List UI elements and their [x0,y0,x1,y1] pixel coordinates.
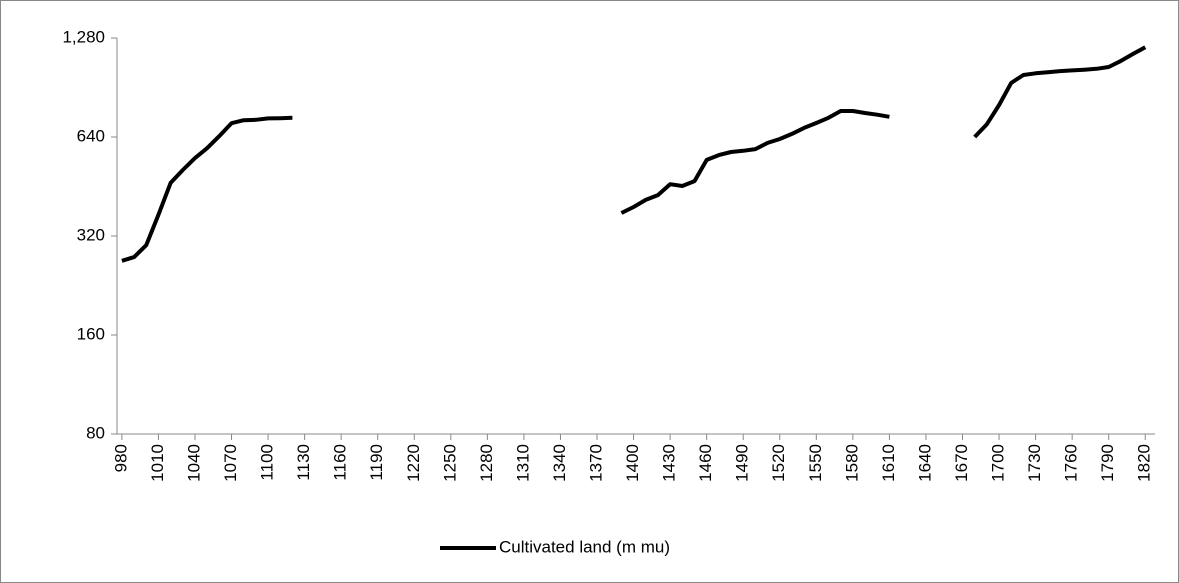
x-tick-label: 1610 [879,444,898,482]
x-tick-label: 1790 [1098,444,1117,482]
y-tick-label: 80 [86,423,105,442]
x-tick-label: 1640 [915,444,934,482]
x-tick-label: 1490 [733,444,752,482]
x-tick-label: 1130 [294,444,313,481]
x-tick-label: 1250 [440,444,459,482]
x-tick-label: 1190 [367,444,386,481]
x-tick-label: 980 [111,444,130,472]
x-tick-label: 1160 [331,444,350,481]
x-tick-label: 1070 [221,444,240,482]
y-tick-label: 160 [77,324,105,343]
x-tick-label: 1370 [586,444,605,482]
x-tick-label: 1580 [842,444,861,482]
x-tick-label: 1040 [184,444,203,482]
x-tick-label: 1310 [513,444,532,482]
x-tick-label: 1460 [696,444,715,482]
x-tick-label: 1430 [660,444,679,482]
legend-label: Cultivated land (m mu) [499,537,670,556]
data-line [121,45,1147,263]
x-tick-label: 1280 [477,444,496,482]
x-tick-label: 1550 [806,444,825,482]
y-tick-label: 640 [77,126,105,145]
x-tick-label: 1220 [404,444,423,482]
x-tick-label: 1700 [989,444,1008,482]
x-tick-label: 1760 [1062,444,1081,482]
x-tick-label: 1010 [148,444,167,482]
x-tick-label: 1820 [1135,444,1154,482]
y-tick-label: 320 [77,225,105,244]
x-tick-label: 1340 [550,444,569,482]
y-tick-label: 1,280 [62,27,105,46]
x-tick-label: 1400 [623,444,642,482]
x-tick-label: 1730 [1025,444,1044,482]
x-tick-label: 1670 [952,444,971,482]
x-tick-label: 1100 [258,444,277,481]
x-tick-label: 1520 [769,444,788,482]
